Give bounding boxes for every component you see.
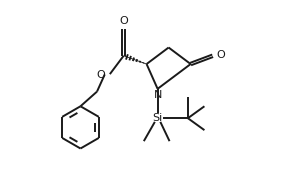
- Text: O: O: [96, 70, 105, 80]
- Text: O: O: [119, 16, 128, 26]
- Text: O: O: [217, 50, 225, 60]
- Text: N: N: [154, 90, 163, 100]
- Text: Si: Si: [153, 113, 163, 123]
